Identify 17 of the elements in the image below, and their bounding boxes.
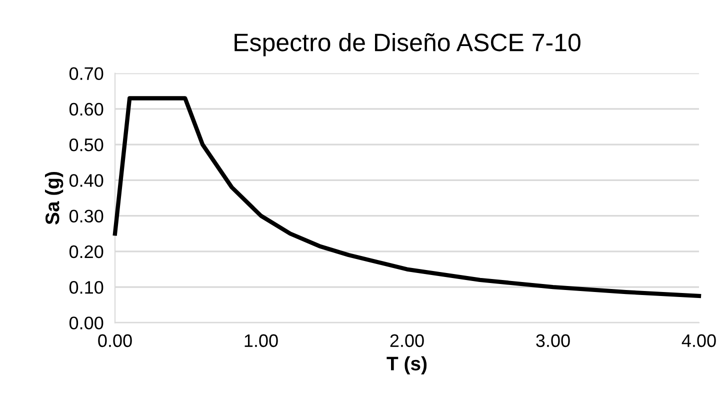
line-series <box>112 96 702 298</box>
y-tick-label: 0.60 <box>69 102 104 116</box>
x-tick-label: 1.00 <box>244 334 278 348</box>
x-tick-label: 0.00 <box>98 334 132 348</box>
chart-title: Espectro de Diseño ASCE 7-10 <box>234 32 580 56</box>
y-tick-label: 0.70 <box>69 67 104 80</box>
x-tick-label: 4.00 <box>682 334 716 348</box>
y-axis-title: Sa (g) <box>44 172 64 224</box>
y-tick-label: 0.30 <box>69 210 104 223</box>
x-tick-label: 3.00 <box>536 334 570 348</box>
y-tick-label: 0.00 <box>69 316 104 330</box>
y-tick-label: 0.10 <box>69 281 104 294</box>
y-tick-label: 0.20 <box>69 245 104 258</box>
x-axis-title: T (s) <box>386 356 427 374</box>
x-tick-label: 2.00 <box>390 334 424 348</box>
y-tick-label: 0.50 <box>69 138 104 152</box>
y-tick-label: 0.40 <box>69 174 104 187</box>
